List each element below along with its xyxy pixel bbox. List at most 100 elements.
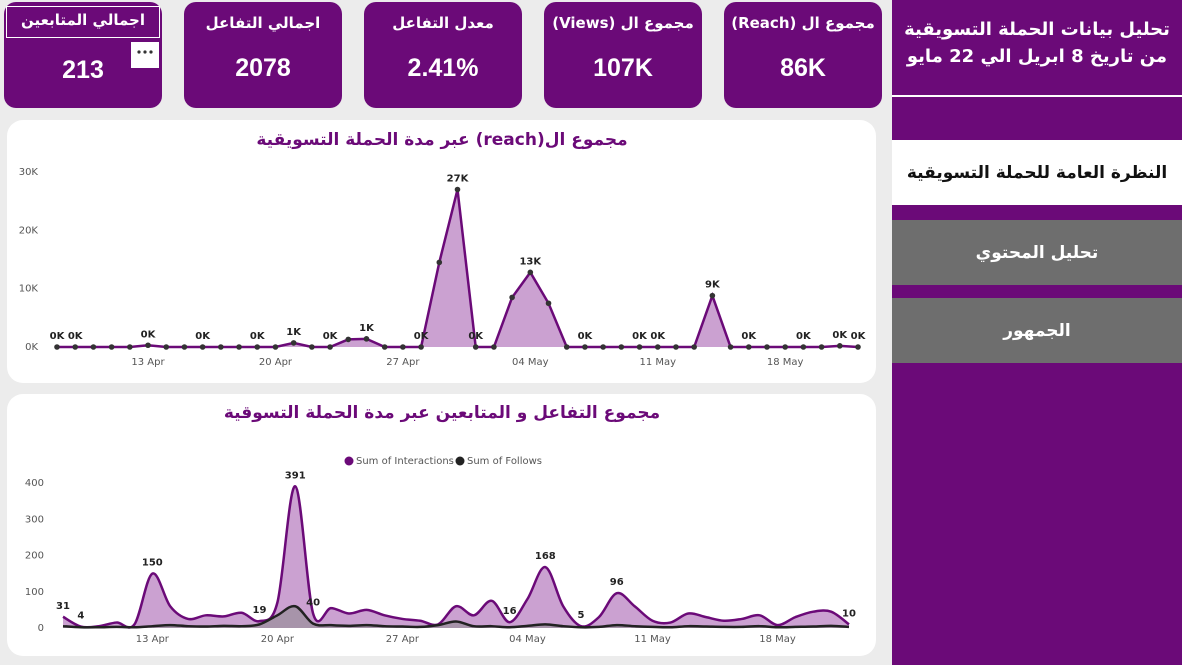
data-label: 0K [796, 331, 812, 342]
x-tick-label: 13 Apr [131, 357, 165, 368]
kpi-label: اجمالي المتابعين [6, 6, 160, 38]
data-label: 40 [306, 598, 320, 609]
data-label: 16 [503, 606, 517, 617]
legend-swatch [455, 456, 465, 466]
data-label: 4 [77, 611, 84, 622]
data-label: 0K [578, 331, 594, 342]
point [381, 344, 388, 350]
data-label: 0K [741, 331, 757, 342]
y-tick-label: 0K [25, 342, 38, 353]
kpi-label: اجمالي التفاعل [205, 14, 321, 32]
y-tick-label: 100 [25, 587, 44, 598]
data-label: 31 [56, 601, 70, 612]
point [654, 344, 661, 350]
area [63, 606, 849, 628]
point [272, 344, 279, 350]
chart-title: مجموع التفاعل و المتابعين عبر مدة الحملة… [224, 403, 660, 423]
y-tick-label: 10K [19, 284, 39, 295]
sidebar: تحليل بيانات الحملة التسويقية من تاريخ 8… [892, 0, 1182, 665]
data-label: 1K [359, 323, 375, 334]
point [218, 344, 224, 350]
kpi-card: اجمالي التفاعل 2078 [184, 2, 342, 108]
x-tick-label: 04 May [512, 357, 549, 368]
kpi-value: 2078 [235, 54, 291, 82]
point [782, 344, 788, 350]
data-label: 96 [610, 577, 624, 588]
point [545, 300, 552, 307]
legend-swatch [344, 456, 354, 466]
point [145, 342, 151, 349]
x-tick-label: 11 May [634, 634, 671, 645]
data-label: 10 [842, 608, 856, 619]
data-label: 5 [578, 610, 585, 621]
point [563, 344, 570, 350]
x-tick-label: 27 Apr [386, 357, 420, 368]
sidebar-title: تحليل بيانات الحملة التسويقية من تاريخ 8… [904, 19, 1170, 67]
nav-item[interactable]: تحليل المحتوي [892, 220, 1182, 285]
point [472, 344, 479, 350]
nav-item[interactable]: الجمهور [892, 298, 1182, 363]
data-label: 0K [50, 331, 66, 342]
kpi-value: 213 [62, 56, 104, 84]
area [63, 486, 849, 628]
kpi-value: 107K [593, 54, 653, 82]
point [509, 294, 515, 301]
point [582, 344, 588, 350]
kpi-label: معدل التفاعل [392, 14, 494, 32]
chart-panel [7, 394, 876, 656]
y-tick-label: 0 [38, 623, 44, 634]
point [181, 344, 188, 350]
data-label: 1K [286, 327, 302, 338]
line [62, 604, 850, 629]
kpi-value: 2.41% [407, 54, 479, 82]
x-tick-label: 04 May [509, 634, 546, 645]
point [290, 340, 297, 346]
point [600, 344, 606, 350]
data-label: 391 [285, 470, 306, 481]
area [57, 189, 858, 347]
kpi-card: مجموع ال (Reach) 86K [724, 2, 882, 108]
legend-label: Sum of Interactions [356, 456, 454, 467]
y-tick-label: 30K [19, 167, 39, 178]
x-tick-label: 20 Apr [261, 634, 295, 645]
point [691, 344, 697, 350]
point [345, 336, 352, 343]
x-tick-label: 11 May [639, 357, 676, 368]
kpi-label: مجموع ال (Views) [552, 14, 694, 32]
x-tick-label: 27 Apr [386, 634, 420, 645]
point [709, 292, 716, 299]
chart-title: مجموع ال(reach) عبر مدة الحملة التسويقية [256, 130, 627, 150]
x-tick-label: 18 May [759, 634, 796, 645]
point [527, 269, 534, 276]
data-label: 0K [68, 331, 84, 342]
data-label: 150 [142, 558, 163, 569]
y-tick-label: 20K [19, 225, 39, 236]
point [745, 344, 752, 350]
data-label: 0K [650, 331, 666, 342]
point [327, 344, 333, 350]
point [800, 344, 807, 350]
kpi-card: معدل التفاعل 2.41% [364, 2, 522, 108]
nav-item[interactable]: النظرة العامة للحملة التسويقية [892, 140, 1182, 205]
point [199, 344, 206, 350]
point [363, 336, 370, 342]
x-tick-label: 13 Apr [136, 634, 170, 645]
data-label: 0K [141, 329, 157, 340]
data-label: 0K [832, 330, 848, 341]
point [636, 344, 643, 350]
y-tick-label: 300 [25, 514, 44, 525]
point [855, 344, 861, 350]
kpi-label: مجموع ال (Reach) [731, 14, 875, 32]
kpi-row: مجموع ال (Reach) 86K مجموع ال (Views) 107K… [4, 2, 882, 108]
y-tick-label: 400 [25, 478, 44, 489]
more-button[interactable] [131, 42, 159, 68]
point [400, 344, 406, 350]
line [62, 485, 850, 629]
data-label: 27K [447, 174, 470, 185]
point [491, 344, 497, 350]
kpi-card: اجمالي المتابعين 213 [4, 2, 162, 108]
kpi-value: 86K [780, 54, 826, 82]
charts: مجموع ال(reach) عبر مدة الحملة التسويقية… [7, 120, 876, 656]
data-label: 0K [632, 331, 648, 342]
